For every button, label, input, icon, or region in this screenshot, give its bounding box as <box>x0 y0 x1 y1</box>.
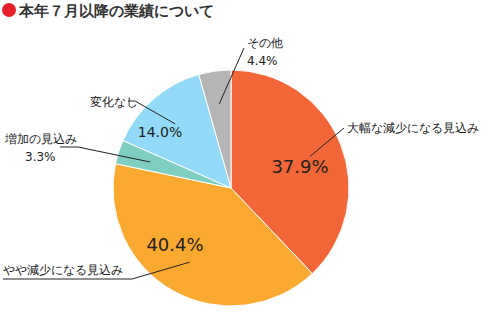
leader-line <box>219 48 244 104</box>
pie-slice <box>113 164 312 306</box>
chart: 本年７月以降の業績について大幅な減少になる見込み 37.9% やや減少になる見込み 4… <box>0 0 500 314</box>
category-label: 増加の見込み <box>4 132 77 146</box>
category-label: 変化なし <box>90 95 138 109</box>
data-label: 14.0% <box>138 124 182 140</box>
title: 本年７月以降の業績について <box>18 2 214 20</box>
category-label: その他 <box>247 36 283 50</box>
leader-line <box>3 262 190 279</box>
data-label: 37.9% <box>271 156 328 177</box>
data-label: 4.4% <box>247 54 278 68</box>
labels: 大幅な減少になる見込み 37.9% やや減少になる見込み 40.4% 増加の見込み 3.3… <box>3 36 479 279</box>
category-label: 大幅な減少になる見込み <box>347 121 479 135</box>
leader-line <box>60 147 150 162</box>
data-label: 40.4% <box>146 234 203 255</box>
pie <box>113 70 349 306</box>
leader-line <box>310 128 344 156</box>
title-bullet <box>2 3 16 17</box>
category-label: やや減少になる見込み <box>3 263 123 277</box>
data-label: 3.3% <box>25 150 56 164</box>
